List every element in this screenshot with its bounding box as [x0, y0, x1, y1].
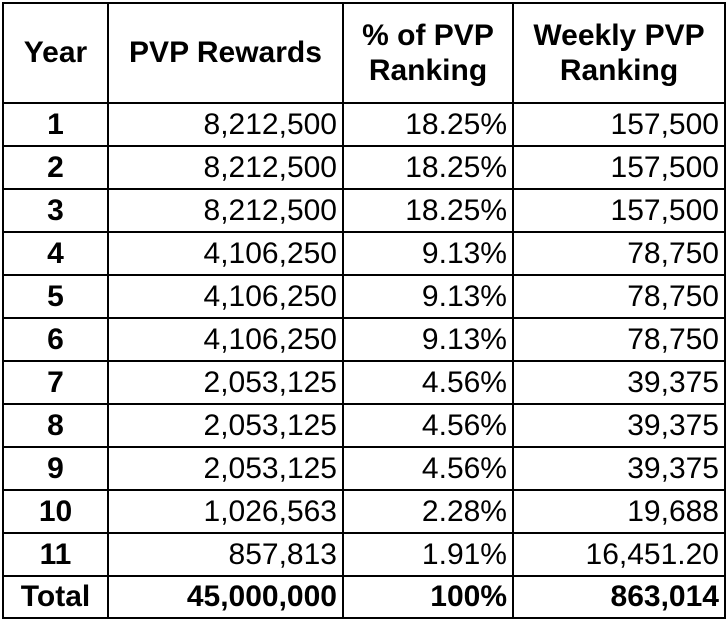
weekly-ranking-cell: 157,500 — [512, 102, 726, 147]
weekly-ranking-cell: 78,750 — [512, 231, 726, 276]
weekly-ranking-cell: 39,375 — [512, 403, 726, 448]
table-row: 11 857,813 1.91% 16,451.20 — [2, 532, 726, 577]
table-row: 1 8,212,500 18.25% 157,500 — [2, 102, 726, 147]
pvp-rewards-cell: 2,053,125 — [107, 360, 344, 405]
year-cell: 6 — [2, 317, 109, 362]
weekly-ranking-cell: 78,750 — [512, 274, 726, 319]
pvp-rewards-cell: 1,026,563 — [107, 489, 344, 534]
year-cell: 4 — [2, 231, 109, 276]
table-row: 4 4,106,250 9.13% 78,750 — [2, 231, 726, 276]
pvp-rewards-cell: 8,212,500 — [107, 188, 344, 233]
year-cell: 8 — [2, 403, 109, 448]
table-row: 6 4,106,250 9.13% 78,750 — [2, 317, 726, 362]
table-footer: Total 45,000,000 100% 863,014 — [2, 575, 726, 619]
header-percent-of-pvp-ranking: % of PVP Ranking — [342, 2, 514, 104]
weekly-ranking-cell: 19,688 — [512, 489, 726, 534]
year-cell: 10 — [2, 489, 109, 534]
percent-cell: 18.25% — [342, 188, 514, 233]
year-cell: 11 — [2, 532, 109, 577]
weekly-ranking-cell: 78,750 — [512, 317, 726, 362]
weekly-ranking-cell: 39,375 — [512, 360, 726, 405]
percent-cell: 9.13% — [342, 274, 514, 319]
percent-cell: 4.56% — [342, 403, 514, 448]
percent-cell: 18.25% — [342, 102, 514, 147]
header-weekly-pvp-ranking: Weekly PVP Ranking — [512, 2, 726, 104]
pvp-rewards-cell: 4,106,250 — [107, 317, 344, 362]
header-row: Year PVP Rewards % of PVP Ranking Weekly… — [2, 2, 726, 104]
table-row: 9 2,053,125 4.56% 39,375 — [2, 446, 726, 491]
weekly-ranking-cell: 157,500 — [512, 188, 726, 233]
weekly-ranking-cell: 16,451.20 — [512, 532, 726, 577]
table-row: 8 2,053,125 4.56% 39,375 — [2, 403, 726, 448]
percent-cell: 18.25% — [342, 145, 514, 190]
pvp-rewards-cell: 2,053,125 — [107, 446, 344, 491]
percent-cell: 2.28% — [342, 489, 514, 534]
year-cell: 2 — [2, 145, 109, 190]
pvp-rewards-cell: 8,212,500 — [107, 145, 344, 190]
year-cell: 1 — [2, 102, 109, 147]
total-weekly-ranking: 863,014 — [512, 575, 726, 619]
table-row: 7 2,053,125 4.56% 39,375 — [2, 360, 726, 405]
percent-cell: 4.56% — [342, 360, 514, 405]
weekly-ranking-cell: 157,500 — [512, 145, 726, 190]
year-cell: 5 — [2, 274, 109, 319]
table-row: 3 8,212,500 18.25% 157,500 — [2, 188, 726, 233]
total-label: Total — [2, 575, 109, 619]
year-cell: 7 — [2, 360, 109, 405]
pvp-rewards-cell: 8,212,500 — [107, 102, 344, 147]
pvp-rewards-cell: 2,053,125 — [107, 403, 344, 448]
pvp-rewards-cell: 4,106,250 — [107, 231, 344, 276]
pvp-rewards-cell: 857,813 — [107, 532, 344, 577]
percent-cell: 9.13% — [342, 231, 514, 276]
table-row: 2 8,212,500 18.25% 157,500 — [2, 145, 726, 190]
year-cell: 3 — [2, 188, 109, 233]
total-pvp-rewards: 45,000,000 — [107, 575, 344, 619]
total-percent: 100% — [342, 575, 514, 619]
table-row: 5 4,106,250 9.13% 78,750 — [2, 274, 726, 319]
total-row: Total 45,000,000 100% 863,014 — [2, 575, 726, 619]
percent-cell: 1.91% — [342, 532, 514, 577]
weekly-ranking-cell: 39,375 — [512, 446, 726, 491]
year-cell: 9 — [2, 446, 109, 491]
table-row: 10 1,026,563 2.28% 19,688 — [2, 489, 726, 534]
table-header: Year PVP Rewards % of PVP Ranking Weekly… — [2, 2, 726, 104]
header-pvp-rewards: PVP Rewards — [107, 2, 344, 104]
header-year: Year — [2, 2, 109, 104]
pvp-rewards-cell: 4,106,250 — [107, 274, 344, 319]
table-body: 1 8,212,500 18.25% 157,500 2 8,212,500 18.25% 1… — [2, 102, 726, 577]
percent-cell: 4.56% — [342, 446, 514, 491]
percent-cell: 9.13% — [342, 317, 514, 362]
